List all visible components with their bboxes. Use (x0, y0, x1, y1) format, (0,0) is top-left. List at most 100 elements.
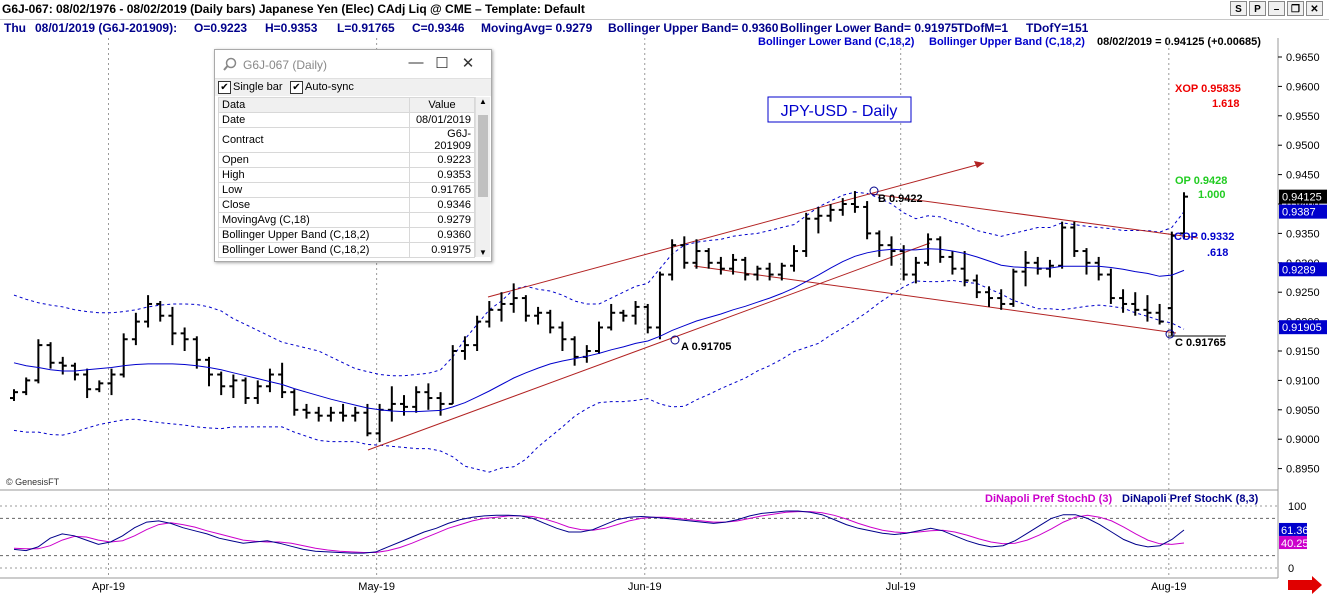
scroll-right-arrow-icon[interactable] (1288, 576, 1322, 594)
table-row: Bollinger Lower Band (C,18,2) 0.91975 (218, 242, 475, 258)
ohlc-bar (582, 345, 591, 363)
scroll-down-icon[interactable]: ▼ (479, 248, 487, 257)
ohlc-bar (265, 368, 274, 393)
status-close: C=0.9346 (412, 21, 465, 35)
ohlc-bar (144, 295, 153, 328)
price-tick-label: 0.9650 (1286, 52, 1320, 64)
table-row: Bollinger Upper Band (C,18,2) 0.9360 (218, 227, 475, 243)
table-row: High 0.9353 (218, 167, 475, 183)
price-tick-label: 0.9000 (1286, 434, 1320, 446)
indicator-lines (13, 248, 1185, 413)
restore-button[interactable]: ❐ (1287, 1, 1304, 16)
table-row: Low 0.91765 (218, 182, 475, 198)
date-tick-label: Apr-19 (92, 581, 125, 593)
ohlc-bar (643, 303, 652, 334)
stoch-tick-label: 0 (1288, 563, 1294, 575)
point-c-marker (1165, 329, 1175, 339)
date-tick-label: Jul-19 (886, 581, 916, 593)
bb-lower-line (13, 279, 1185, 473)
row-label: Bollinger Upper Band (C,18,2) (218, 227, 410, 243)
table-row: MovingAvg (C,18) 0.9279 (218, 212, 475, 228)
column-header[interactable]: Value (409, 97, 475, 113)
row-value: 0.91975 (409, 242, 475, 258)
point-a-label: A 0.91705 (681, 341, 731, 353)
ohlc-bar (412, 386, 421, 413)
ohlc-bar (400, 395, 408, 416)
ohlc-bar (1070, 221, 1079, 257)
ohlc-bar (1131, 292, 1140, 316)
ohlc-bar (1155, 303, 1164, 325)
row-label: MovingAvg (C,18) (218, 212, 410, 228)
ohlc-bar (278, 362, 287, 399)
row-value: G6J-201909 (409, 127, 475, 153)
dlg-maximize-button[interactable]: ☐ (435, 55, 449, 72)
chart-title: JPY-USD - Daily (781, 103, 898, 120)
table-row: Date 08/01/2019 (218, 112, 475, 128)
minimize-button[interactable]: – (1268, 1, 1285, 16)
ohlc-bar (521, 295, 530, 322)
s-button[interactable]: S (1230, 1, 1247, 16)
single-bar-label: Single bar (233, 81, 283, 93)
data-window-title: G6J-067 (Daily) (243, 58, 328, 72)
auto-sync-checkbox[interactable]: ✔ (290, 81, 303, 94)
ohlc-bar (1045, 259, 1054, 278)
data-window-options: ✔ Single bar ✔ Auto-sync (215, 79, 491, 96)
ohlc-bar (1119, 289, 1128, 313)
close-button[interactable]: ✕ (1306, 1, 1323, 16)
ohlc-bar (119, 333, 128, 378)
ohlc-bar (1143, 295, 1152, 322)
price-tag-bg (1279, 204, 1327, 219)
ohlc-bar (887, 236, 896, 266)
single-bar-checkbox[interactable]: ✔ (218, 81, 231, 94)
ohlc-bar (1094, 256, 1103, 281)
ohlc-bar (997, 289, 1006, 310)
stochd-label: DiNapoli Pref StochD (3) (985, 493, 1112, 505)
data-window[interactable]: G6J-067 (Daily) — ☐ ✕ ✔ Single bar ✔ Aut… (214, 49, 492, 262)
status-open: O=0.9223 (194, 21, 248, 35)
price-tag-bg (1279, 262, 1327, 277)
ohlc-bar (655, 271, 664, 340)
ohlc-bar (607, 303, 616, 331)
table-header-row: Data Value (218, 97, 475, 113)
axes: Apr-19 May-19 Jun-19 Jul-19 Aug-19 0.9650 0.96… (92, 52, 1327, 593)
price-tick-label: 0.9450 (1286, 170, 1320, 182)
ohlc-bar (1180, 192, 1188, 240)
ohlc-bars (10, 191, 1188, 443)
price-tick-label: 0.9350 (1286, 228, 1320, 240)
ohlc-bar (546, 309, 555, 334)
scroll-thumb[interactable] (478, 115, 488, 197)
ohlc-bar (875, 230, 884, 257)
ohlc-status-line: Thu 08/01/2019 (G6J-201909): O=0.9223 H=… (0, 20, 1329, 35)
table-row: Contract G6J-201909 (218, 127, 475, 153)
ohlc-bar (850, 191, 859, 213)
ohlc-bar (1033, 256, 1042, 275)
scroll-up-icon[interactable]: ▲ (479, 97, 487, 106)
data-window-titlebar[interactable]: G6J-067 (Daily) — ☐ ✕ (215, 50, 491, 79)
stoch-tick-label: 100 (1288, 501, 1306, 513)
row-label: Open (218, 152, 410, 168)
dlg-minimize-button[interactable]: — (408, 54, 424, 71)
ohlc-bar (290, 389, 299, 416)
column-header[interactable]: Data (218, 97, 410, 113)
ohlc-bar (485, 301, 494, 328)
row-label: Bollinger Lower Band (C,18,2) (218, 242, 410, 258)
ohlc-bar (107, 368, 116, 396)
dlg-close-button[interactable]: ✕ (461, 55, 475, 72)
data-window-scrollbar[interactable]: ▲ ▼ (475, 97, 490, 257)
date-tick-label: May-19 (358, 581, 395, 593)
p-button[interactable]: P (1249, 1, 1266, 16)
ohlc-bar (838, 198, 847, 216)
ohlc-bar (753, 265, 762, 281)
ohlc-bar (436, 392, 445, 416)
ohlc-bar (229, 374, 238, 399)
ohlc-bar (802, 212, 811, 257)
ohlc-bar (668, 239, 677, 281)
price-tag-bg (1279, 189, 1327, 204)
ohlc-bar (741, 256, 750, 281)
table-row: Close 0.9346 (218, 197, 475, 213)
ohlc-bar (363, 403, 372, 437)
ohlc-bar (972, 274, 981, 299)
ohlc-bar (205, 356, 213, 387)
row-label: High (218, 167, 410, 183)
